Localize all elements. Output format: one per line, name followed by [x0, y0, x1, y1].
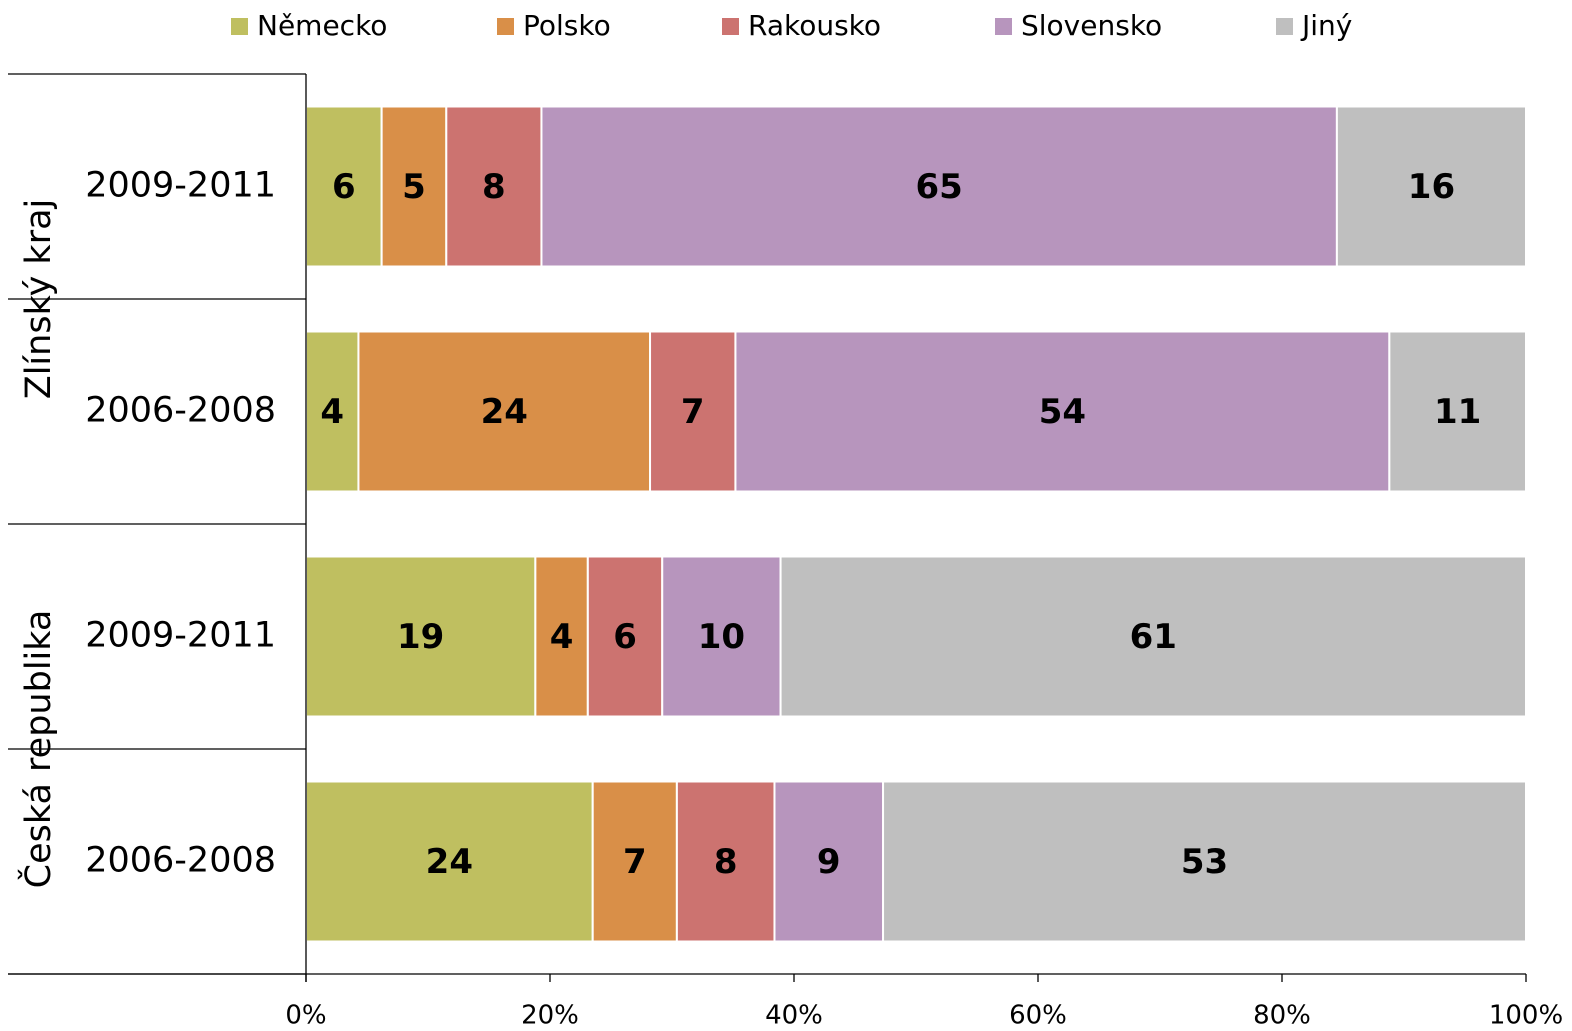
bar-segment	[661, 555, 782, 718]
bar-segment	[734, 330, 1391, 493]
category-label: 2006-2008	[85, 841, 276, 881]
bar-segment	[1335, 105, 1528, 268]
legend-label: Německo	[257, 9, 387, 42]
value-label: 19	[397, 617, 444, 657]
value-label: 9	[817, 842, 841, 882]
bar-segment	[540, 105, 1338, 268]
value-label: 4	[320, 392, 344, 432]
category-label: 2009-2011	[85, 616, 276, 656]
value-label: 61	[1130, 617, 1177, 657]
legend-label: Slovensko	[1021, 9, 1162, 42]
legend-swatch	[497, 18, 514, 35]
category-label: 2009-2011	[85, 166, 276, 206]
x-tick-label: 100%	[1489, 1001, 1563, 1031]
value-label: 53	[1181, 842, 1228, 882]
bar-segment	[649, 330, 737, 493]
value-label: 65	[916, 167, 963, 207]
bar-segment	[305, 105, 383, 268]
value-label: 54	[1039, 392, 1086, 432]
value-label: 24	[426, 842, 473, 882]
bar-segment	[445, 105, 543, 268]
bar-segment	[882, 780, 1527, 943]
value-label: 6	[332, 167, 356, 207]
legend-swatch	[231, 18, 248, 35]
value-label: 24	[481, 392, 528, 432]
bar-segment	[586, 555, 664, 718]
value-label: 5	[402, 167, 426, 207]
legend-label: Jiný	[1300, 9, 1352, 42]
bar-segment	[675, 780, 776, 943]
bar-segment	[380, 105, 448, 268]
value-label: 11	[1434, 392, 1481, 432]
value-label: 10	[698, 617, 745, 657]
value-label: 6	[613, 617, 637, 657]
bar-segment	[357, 330, 652, 493]
value-label: 4	[550, 617, 574, 657]
value-label: 8	[482, 167, 506, 207]
legend-label: Polsko	[523, 9, 611, 42]
legend-swatch	[995, 18, 1012, 35]
legend-swatch	[722, 18, 739, 35]
x-tick-label: 40%	[765, 1001, 823, 1031]
value-label: 7	[623, 842, 647, 882]
legend-swatch	[1276, 18, 1293, 35]
bar-segment	[591, 780, 678, 943]
legend-label: Rakousko	[748, 9, 881, 42]
category-label: 2006-2008	[85, 391, 276, 431]
value-label: 7	[681, 392, 705, 432]
bar-segment	[534, 555, 589, 718]
x-tick-label: 60%	[1009, 1001, 1067, 1031]
x-tick-label: 20%	[521, 1001, 579, 1031]
x-tick-label: 80%	[1253, 1001, 1311, 1031]
bar-segment	[1388, 330, 1527, 493]
x-tick-label: 0%	[285, 1001, 326, 1031]
bar-segment	[773, 780, 885, 943]
group-label: Zlínský kraj	[19, 199, 59, 400]
value-label: 16	[1408, 167, 1455, 207]
group-label: Česká republika	[17, 610, 59, 889]
bar-segment	[779, 555, 1527, 718]
value-label: 8	[714, 842, 738, 882]
